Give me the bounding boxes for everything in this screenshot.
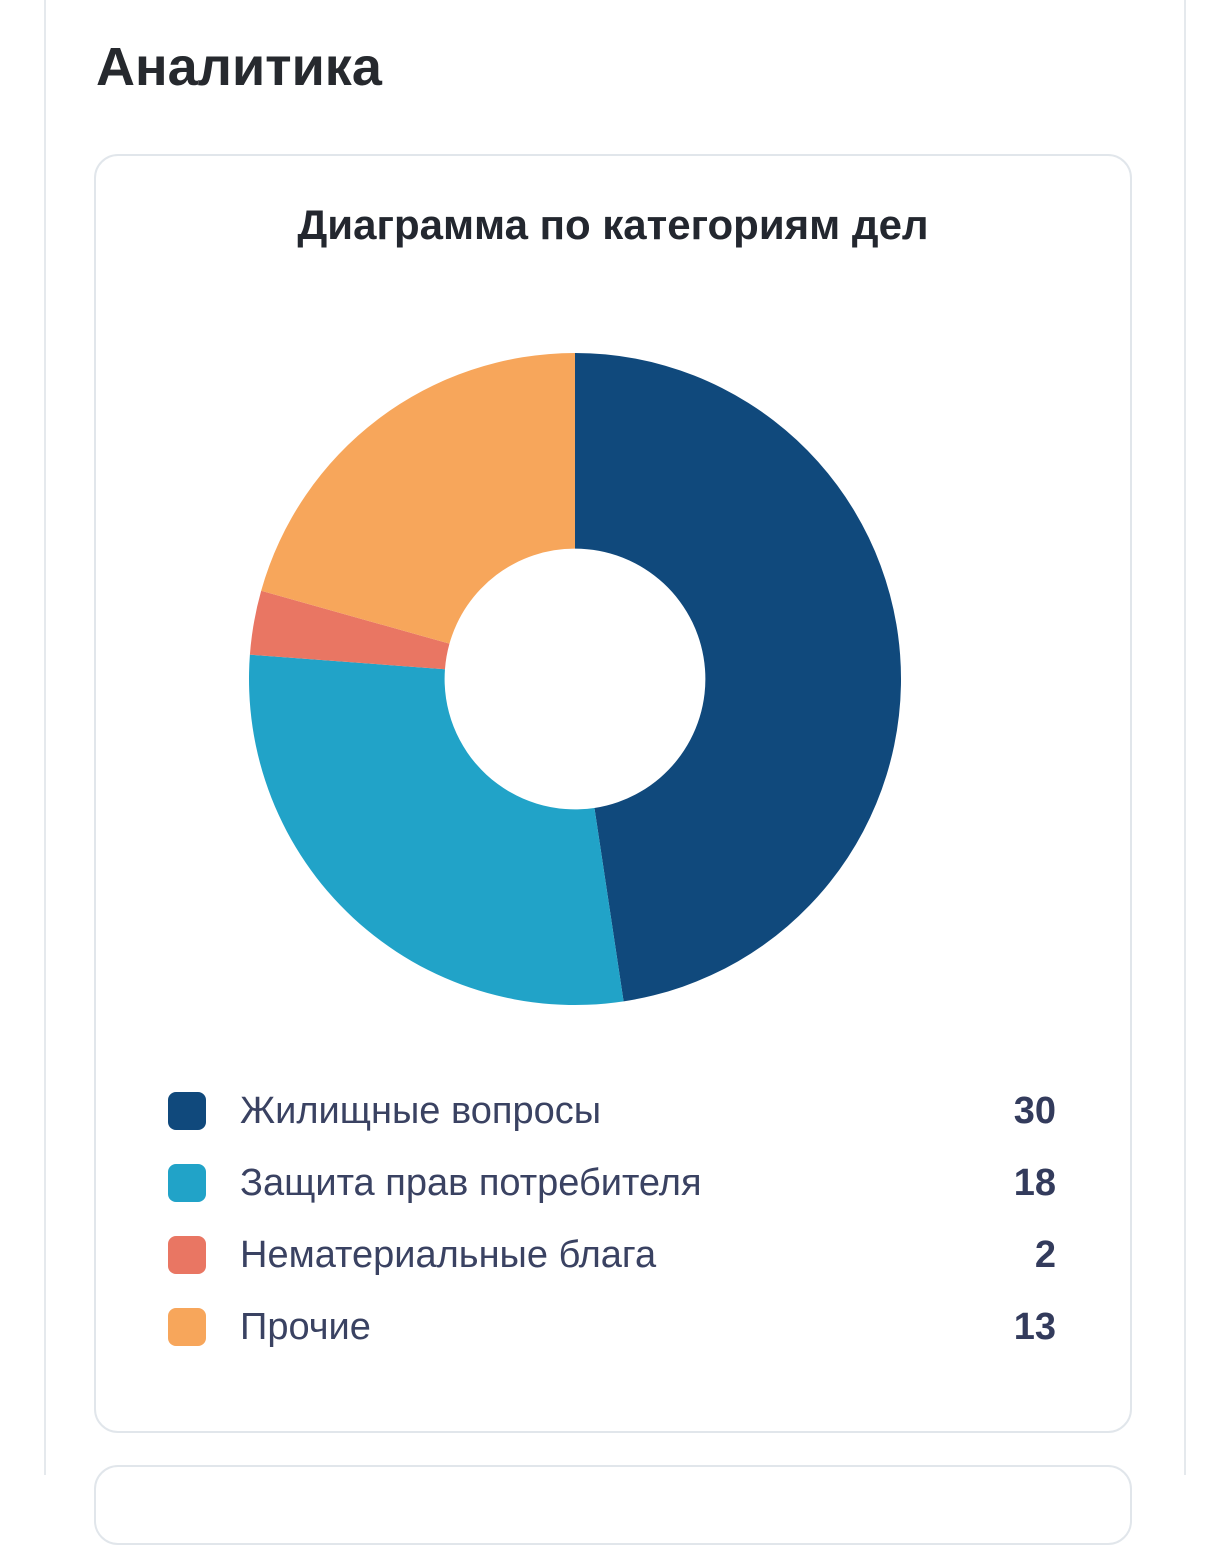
legend-swatch-icon — [168, 1164, 206, 1203]
legend-label: Жилищные вопросы — [240, 1090, 602, 1133]
legend-label: Нематериальные блага — [240, 1234, 657, 1277]
donut-slice-2[interactable] — [249, 590, 450, 670]
legend-item-2[interactable]: Нематериальные блага 2 — [168, 1234, 1056, 1277]
chart-legend: Жилищные вопросы 30 Защита прав потребител… — [168, 1092, 1056, 1380]
donut-chart[interactable] — [247, 351, 903, 1007]
legend-value: 18 — [1013, 1162, 1056, 1205]
legend-item-1[interactable]: Защита прав потребителя 18 — [168, 1162, 1056, 1205]
next-card-partial — [94, 1465, 1132, 1545]
legend-value: 13 — [1013, 1306, 1056, 1349]
donut-slice-3[interactable] — [261, 353, 575, 644]
legend-swatch-icon — [168, 1236, 206, 1275]
legend-label: Прочие — [240, 1306, 371, 1349]
page-title: Аналитика — [96, 37, 382, 97]
content-container: Аналитика Диаграмма по категориям дел Жи… — [44, 0, 1186, 1545]
donut-slice-0[interactable] — [575, 353, 902, 1002]
legend-item-3[interactable]: Прочие 13 — [168, 1306, 1056, 1349]
donut-slice-1[interactable] — [248, 654, 624, 1006]
legend-value: 2 — [1034, 1234, 1056, 1277]
legend-swatch-icon — [168, 1308, 206, 1347]
legend-label: Защита прав потребителя — [240, 1162, 702, 1205]
legend-swatch-icon — [168, 1092, 206, 1131]
legend-item-0[interactable]: Жилищные вопросы 30 — [168, 1090, 1056, 1133]
analytics-chart-card: Диаграмма по категориям дел Жилищные воп… — [94, 154, 1132, 1434]
legend-value: 30 — [1013, 1090, 1056, 1133]
chart-title: Диаграмма по категориям дел — [297, 201, 929, 249]
